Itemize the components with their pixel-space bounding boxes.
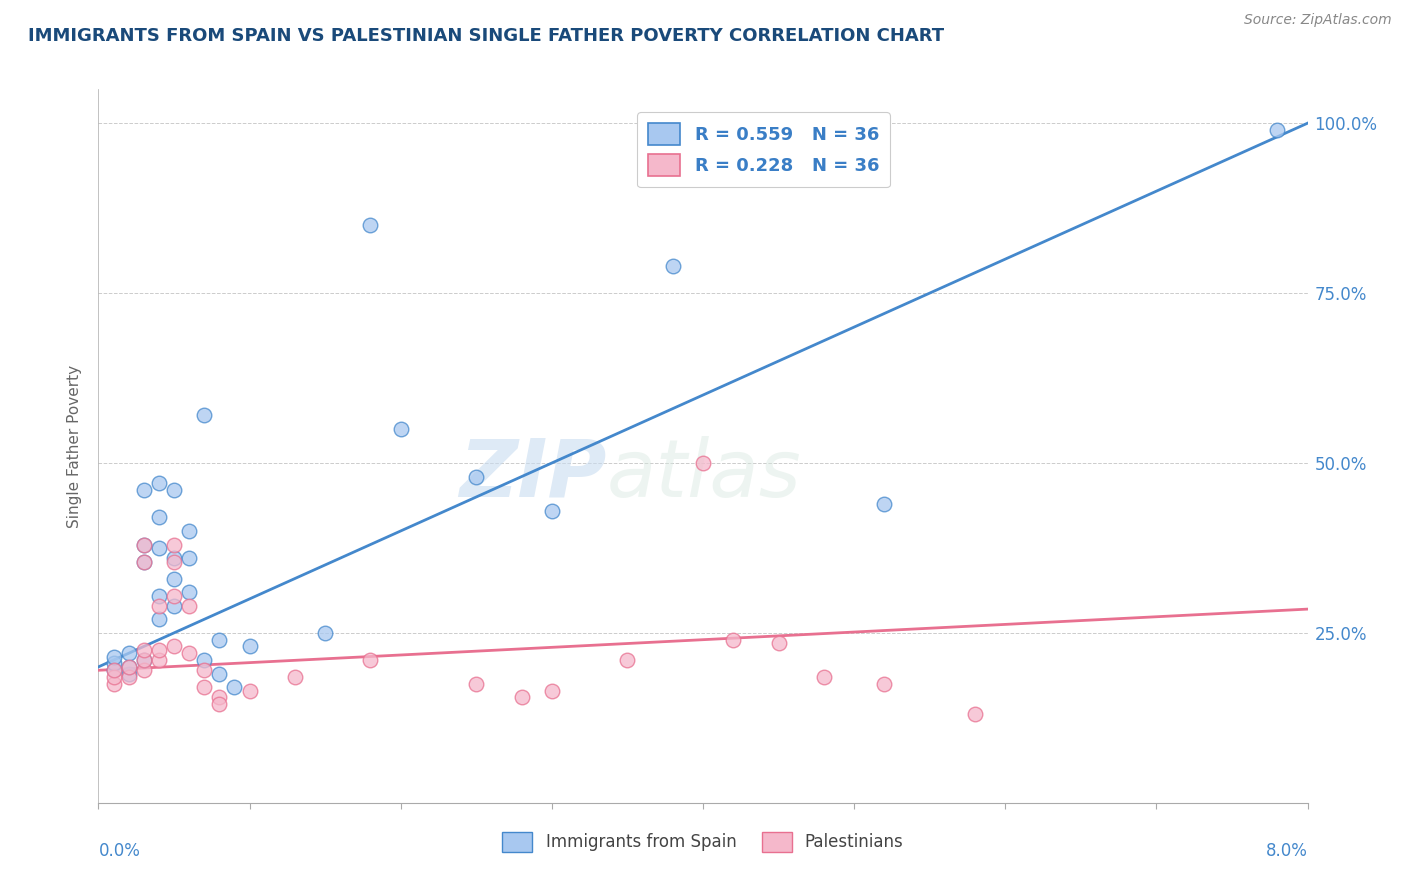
Point [208, 666, 231, 681]
Point [118, 670, 141, 684]
Point [284, 670, 307, 684]
Point [873, 497, 896, 511]
Point [132, 483, 155, 498]
Text: atlas: atlas [606, 435, 801, 514]
Point [389, 422, 412, 436]
Point [163, 572, 186, 586]
Point [179, 551, 201, 566]
Text: 8.0%: 8.0% [1265, 842, 1308, 860]
Point [132, 653, 155, 667]
Point [148, 653, 170, 667]
Point [1267, 123, 1289, 137]
Point [510, 690, 533, 705]
Point [193, 680, 215, 694]
Point [768, 636, 790, 650]
Point [193, 653, 215, 667]
Point [148, 541, 170, 555]
Point [103, 663, 125, 677]
Point [132, 643, 155, 657]
Text: 0.0%: 0.0% [98, 842, 141, 860]
Point [163, 537, 186, 551]
Point [540, 503, 562, 517]
Text: ZIP: ZIP [458, 435, 606, 514]
Point [465, 469, 488, 483]
Point [103, 670, 125, 684]
Point [132, 653, 155, 667]
Point [179, 524, 201, 538]
Point [661, 259, 683, 273]
Point [103, 663, 125, 677]
Point [179, 585, 201, 599]
Point [132, 537, 155, 551]
Point [163, 483, 186, 498]
Point [540, 683, 562, 698]
Point [103, 677, 125, 691]
Point [224, 680, 246, 694]
Point [148, 643, 170, 657]
Y-axis label: Single Father Poverty: Single Father Poverty [67, 365, 83, 527]
Point [103, 649, 125, 664]
Point [465, 677, 488, 691]
Point [208, 698, 231, 712]
Point [163, 551, 186, 566]
Point [118, 666, 141, 681]
Point [360, 218, 382, 232]
Point [148, 476, 170, 491]
Point [360, 653, 382, 667]
Point [148, 510, 170, 524]
Point [239, 640, 262, 654]
Point [163, 640, 186, 654]
Point [132, 555, 155, 569]
Point [616, 653, 638, 667]
Point [193, 663, 215, 677]
Point [179, 599, 201, 613]
Point [723, 632, 745, 647]
Point [813, 670, 835, 684]
Point [132, 663, 155, 677]
Point [873, 677, 896, 691]
Point [148, 589, 170, 603]
Point [103, 657, 125, 671]
Point [148, 599, 170, 613]
Legend: Immigrants from Spain, Palestinians: Immigrants from Spain, Palestinians [496, 825, 910, 859]
Point [208, 632, 231, 647]
Point [965, 707, 987, 722]
Point [179, 646, 201, 660]
Point [132, 537, 155, 551]
Point [208, 690, 231, 705]
Point [118, 660, 141, 674]
Point [148, 612, 170, 626]
Point [163, 589, 186, 603]
Text: IMMIGRANTS FROM SPAIN VS PALESTINIAN SINGLE FATHER POVERTY CORRELATION CHART: IMMIGRANTS FROM SPAIN VS PALESTINIAN SIN… [28, 27, 945, 45]
Point [239, 683, 262, 698]
Point [163, 599, 186, 613]
Point [118, 646, 141, 660]
Point [692, 456, 714, 470]
Point [118, 660, 141, 674]
Point [314, 626, 336, 640]
Text: Source: ZipAtlas.com: Source: ZipAtlas.com [1244, 13, 1392, 28]
Point [163, 555, 186, 569]
Point [193, 409, 215, 423]
Point [132, 555, 155, 569]
